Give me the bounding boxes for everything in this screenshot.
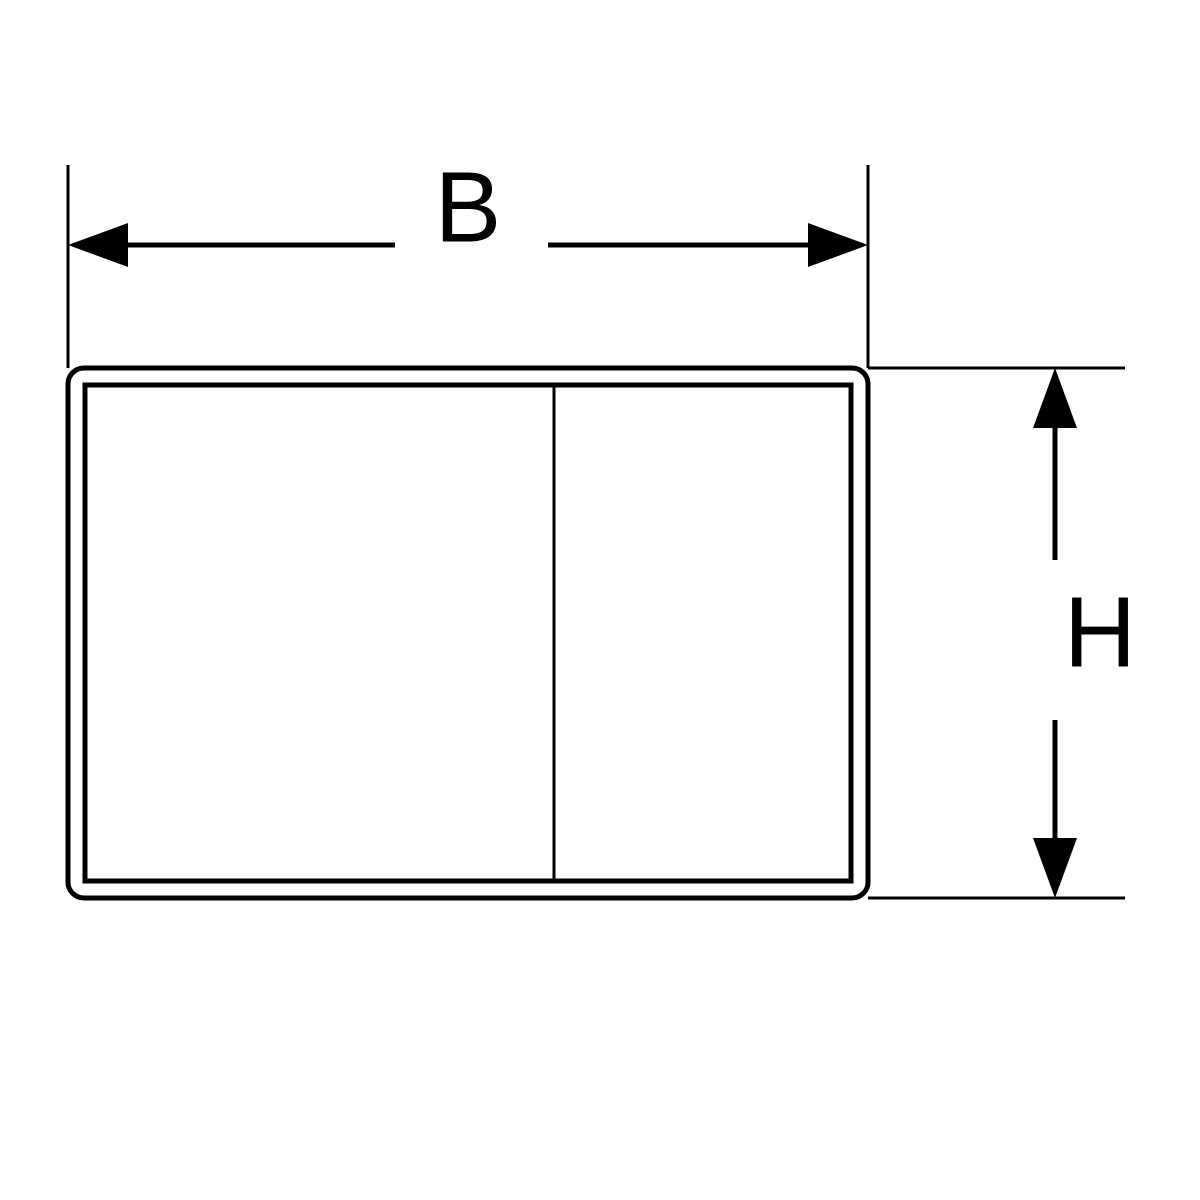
technical-diagram: B H [0, 0, 1200, 1200]
arrowhead-right-icon [808, 223, 868, 267]
height-dimension: H [868, 368, 1136, 898]
arrowhead-left-icon [68, 223, 128, 267]
width-label: B [435, 151, 502, 263]
height-label: H [1064, 576, 1136, 688]
inner-panel [85, 385, 851, 881]
width-dimension: B [68, 151, 868, 368]
outer-frame [68, 368, 868, 898]
arrowhead-up-icon [1033, 368, 1077, 428]
arrowhead-down-icon [1033, 838, 1077, 898]
